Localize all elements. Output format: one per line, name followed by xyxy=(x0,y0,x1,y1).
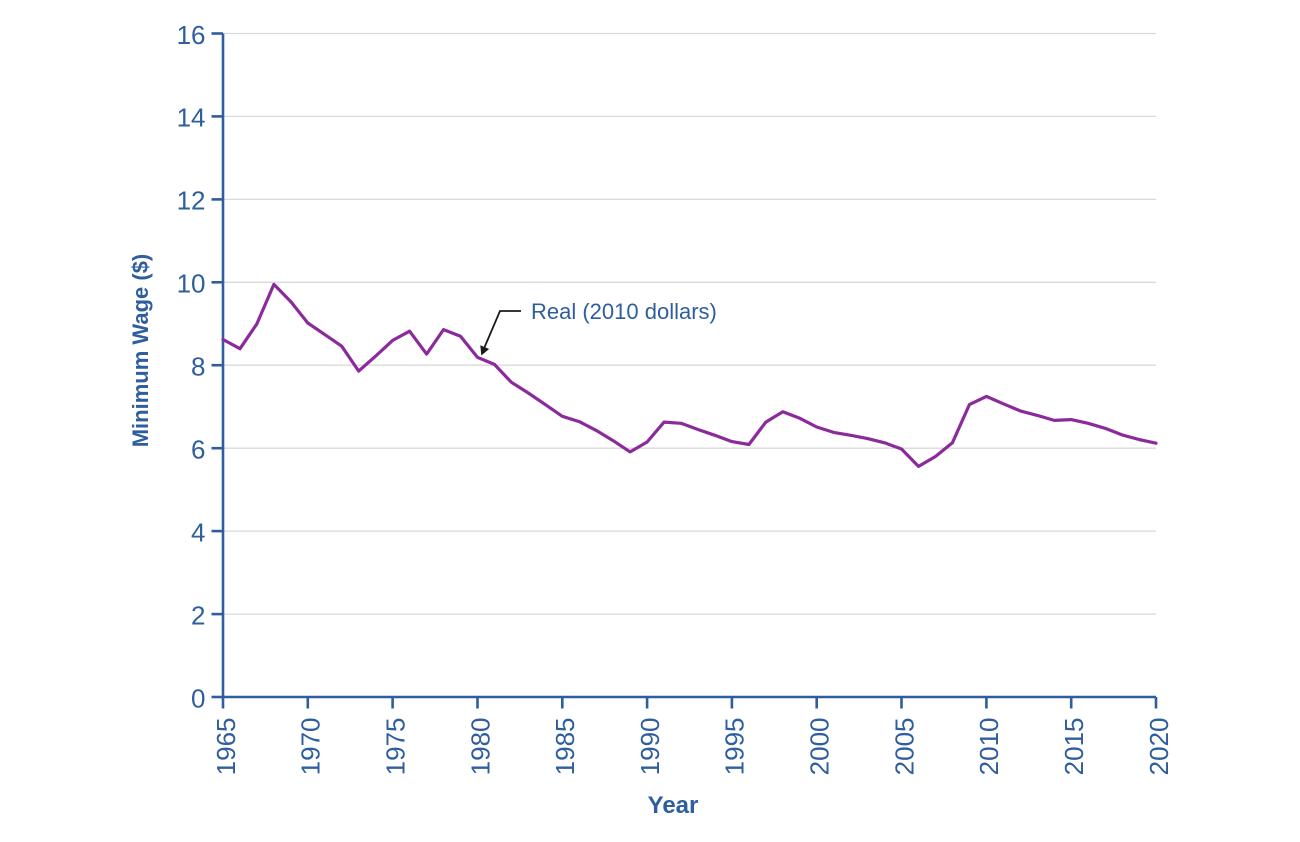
svg-text:14: 14 xyxy=(177,103,206,133)
svg-text:16: 16 xyxy=(177,20,206,50)
svg-text:Year: Year xyxy=(648,792,699,819)
svg-text:6: 6 xyxy=(191,435,205,465)
svg-text:1970: 1970 xyxy=(296,718,326,776)
svg-text:2000: 2000 xyxy=(805,718,835,776)
svg-text:2010: 2010 xyxy=(974,718,1004,776)
svg-text:Real (2010 dollars): Real (2010 dollars) xyxy=(531,299,717,324)
svg-text:8: 8 xyxy=(191,352,205,382)
svg-text:2015: 2015 xyxy=(1059,718,1089,776)
svg-text:2: 2 xyxy=(191,600,205,630)
svg-text:2005: 2005 xyxy=(889,718,919,776)
svg-text:1990: 1990 xyxy=(635,718,665,776)
svg-text:0: 0 xyxy=(191,683,205,713)
svg-text:2020: 2020 xyxy=(1144,718,1174,776)
svg-text:Minimum Wage ($): Minimum Wage ($) xyxy=(128,254,153,448)
svg-text:12: 12 xyxy=(177,186,206,216)
svg-text:1995: 1995 xyxy=(720,718,750,776)
svg-text:10: 10 xyxy=(177,269,206,299)
svg-text:4: 4 xyxy=(191,517,205,547)
svg-text:1980: 1980 xyxy=(465,718,495,776)
svg-text:1965: 1965 xyxy=(211,718,241,776)
svg-text:1975: 1975 xyxy=(380,718,410,776)
svg-text:1985: 1985 xyxy=(550,718,580,776)
